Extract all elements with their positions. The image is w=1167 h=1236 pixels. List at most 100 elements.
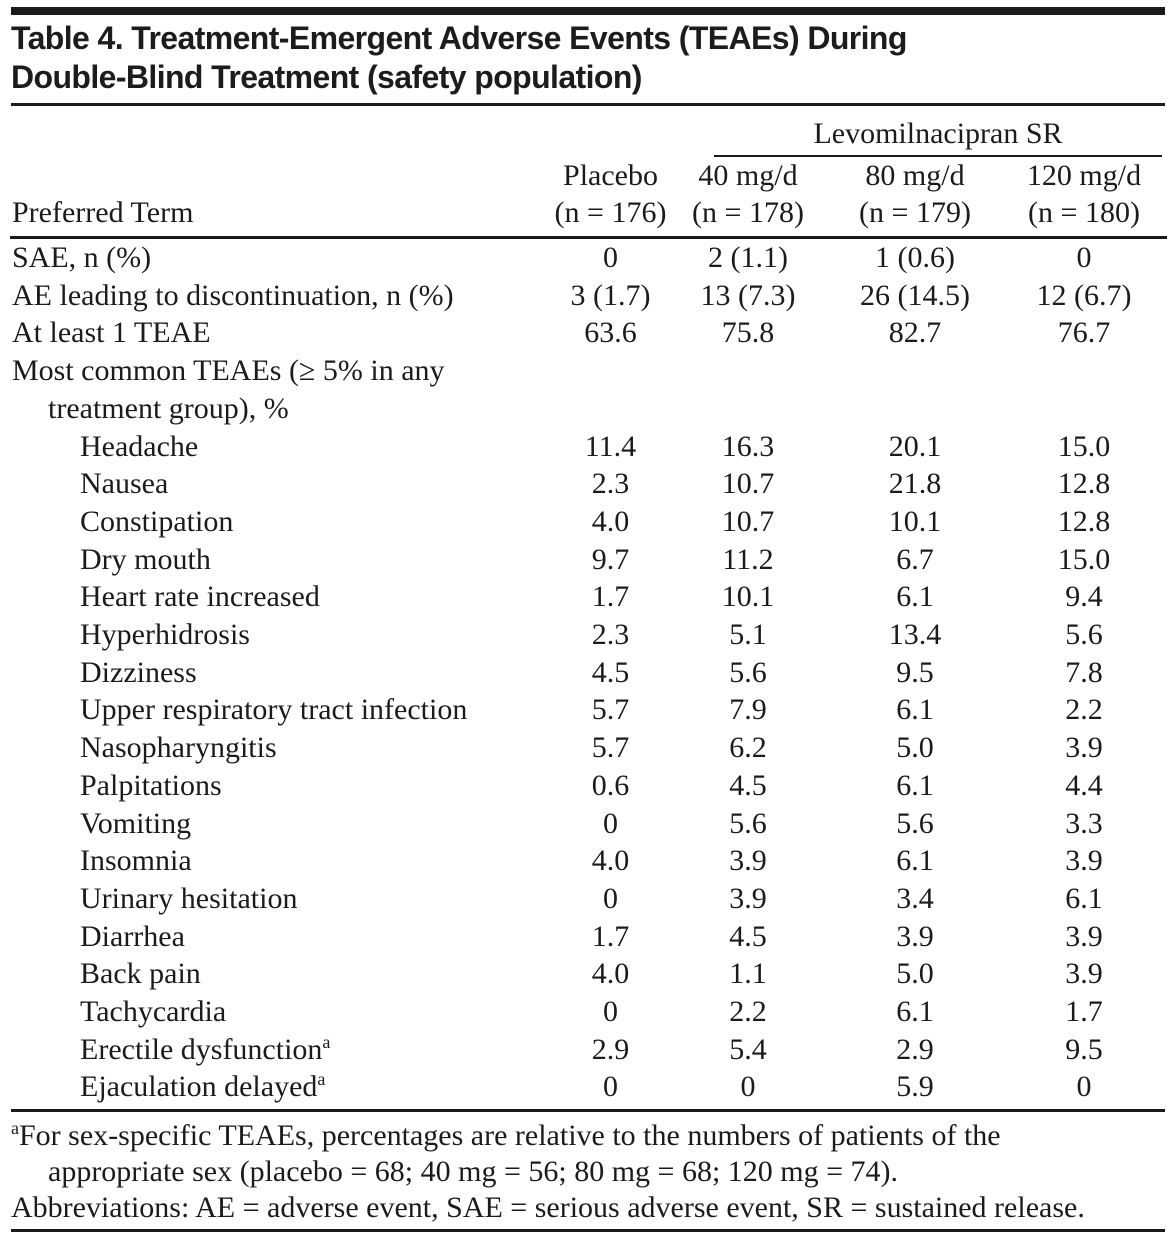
value-cell — [554, 352, 667, 427]
table-row: Vomiting 0 5.6 5.6 3.3 — [10, 805, 1167, 843]
value-cell: 7.9 — [729, 693, 767, 727]
teae-table: Levomilnacipran SR Placebo 40 mg/d 80 mg… — [10, 113, 1167, 1106]
row-label-text: Constipation — [80, 504, 234, 538]
value-cell: 12.8 — [1057, 504, 1111, 538]
abbreviations-line: Abbreviations: AE = adverse event, SAE =… — [11, 1191, 1085, 1225]
footnote-a-line-1: aFor sex-specific TEAEs, percentages are… — [11, 1118, 1165, 1154]
row-label-continued: treatment group), % — [48, 391, 289, 425]
value-cell: 4.5 — [729, 768, 767, 802]
value-cell: 1 (0.6) — [875, 241, 955, 274]
value-cell: 3.4 — [896, 881, 934, 915]
value-cell: 4.5 — [729, 919, 767, 953]
value-cell: 2.9 — [591, 1032, 630, 1066]
row-label: Dry mouth — [10, 541, 554, 579]
row-label: Diarrhea — [10, 918, 554, 956]
table-row: Dry mouth 9.7 11.2 6.7 15.0 — [10, 541, 1167, 579]
column-n-placebo: (n = 176) — [554, 194, 667, 239]
table-row: Palpitations 0.6 4.5 6.1 4.4 — [10, 767, 1167, 805]
row-label: Insomnia — [10, 842, 554, 880]
row-label-text: Vomiting — [80, 806, 192, 840]
value-cell — [667, 352, 829, 427]
value-cell: 10.1 — [721, 580, 775, 614]
table-header: Levomilnacipran SR Placebo 40 mg/d 80 mg… — [10, 113, 1167, 239]
table-row: Dizziness 4.5 5.6 9.5 7.8 — [10, 654, 1167, 692]
value-cell: 2.9 — [896, 1032, 934, 1066]
value-cell: 2.3 — [591, 467, 630, 501]
row-label-text: Back pain — [80, 957, 201, 991]
value-cell: 3.3 — [1065, 806, 1103, 840]
row-label-text: At least 1 TEAE — [12, 316, 211, 350]
value-cell: 3 (1.7) — [570, 278, 651, 312]
footnote-marker: a — [317, 1069, 326, 1090]
value-cell: 5.7 — [591, 693, 630, 727]
value-cell: 9.5 — [1065, 1032, 1103, 1066]
table-row: Erectile dysfunctiona 2.9 5.4 2.9 9.5 — [10, 1031, 1167, 1069]
value-cell: 5.7 — [591, 731, 630, 765]
value-cell: 4.0 — [591, 844, 630, 878]
value-cell: 0 — [603, 241, 618, 274]
row-label-text: Upper respiratory tract infection — [80, 693, 468, 727]
row-label: AE leading to discontinuation, n (%) — [10, 277, 554, 315]
value-cell: 4.4 — [1065, 768, 1103, 802]
value-cell: 6.1 — [896, 768, 934, 802]
row-label-text: Dizziness — [80, 655, 197, 689]
value-cell: 76.7 — [1057, 316, 1111, 350]
value-cell: 9.7 — [591, 542, 630, 576]
value-cell: 6.1 — [1065, 881, 1103, 915]
value-cell: 15.0 — [1057, 542, 1111, 576]
value-cell: 0 — [1076, 1070, 1092, 1104]
value-cell: 9.4 — [1065, 580, 1103, 614]
row-label: Dizziness — [10, 654, 554, 692]
row-label: Headache — [10, 428, 554, 466]
value-cell — [1001, 352, 1167, 427]
row-label-text: SAE, n (%) — [12, 241, 152, 274]
value-cell: 10.7 — [721, 504, 775, 538]
value-cell: 5.6 — [1065, 618, 1103, 652]
table-row: Heart rate increased 1.7 10.1 6.1 9.4 — [10, 578, 1167, 616]
column-label-80mg: 80 mg/d — [865, 159, 965, 192]
drug-group-label: Levomilnacipran SR — [714, 115, 1162, 157]
row-label-text: AE leading to discontinuation, n (%) — [12, 278, 454, 312]
table-row: Back pain 4.0 1.1 5.0 3.9 — [10, 955, 1167, 993]
row-label: SAE, n (%) — [10, 238, 554, 277]
value-cell: 2.2 — [729, 995, 767, 1029]
row-label: Heart rate increased — [10, 578, 554, 616]
row-label-text: Tachycardia — [80, 995, 227, 1029]
row-label: Vomiting — [10, 805, 554, 843]
value-cell: 2.3 — [591, 618, 630, 652]
group-header-cell: Levomilnacipran SR — [667, 113, 1167, 157]
value-cell: 5.0 — [896, 957, 934, 991]
row-label-text: Most common TEAEs (≥ 5% in any — [12, 354, 445, 388]
footnote-a-text: For sex-specific TEAEs, percentages are … — [19, 1119, 1001, 1153]
row-label: Constipation — [10, 503, 554, 541]
row-label: At least 1 TEAE — [10, 314, 554, 352]
column-n-40mg: (n = 178) — [667, 194, 829, 239]
value-cell: 2 (1.1) — [708, 241, 788, 274]
value-cell: 0.6 — [591, 768, 630, 802]
value-cell: 1.7 — [591, 919, 630, 953]
table-row: Headache 11.4 16.3 20.1 15.0 — [10, 428, 1167, 466]
column-label-row: Placebo 40 mg/d 80 mg/d 120 mg/d — [10, 157, 1167, 194]
table-title-line-1: Table 4. Treatment-Emergent Adverse Even… — [11, 20, 907, 56]
value-cell: 5.4 — [729, 1032, 767, 1066]
value-cell: 12 (6.7) — [1036, 278, 1132, 312]
row-label: Nasopharyngitis — [10, 729, 554, 767]
table-row: Constipation 4.0 10.7 10.1 12.8 — [10, 503, 1167, 541]
row-label-text: Nausea — [80, 467, 169, 501]
title-divider-rule — [11, 103, 1165, 106]
row-label: Upper respiratory tract infection — [10, 691, 554, 729]
footnote-a-marker: a — [11, 1118, 19, 1139]
value-cell: 3.9 — [729, 844, 767, 878]
table-row: Tachycardia 0 2.2 6.1 1.7 — [10, 993, 1167, 1031]
table-row: Most common TEAEs (≥ 5% in any treatment … — [10, 352, 1167, 427]
value-cell: 11.2 — [722, 542, 774, 576]
value-cell: 12.8 — [1057, 467, 1111, 501]
value-cell: 1.7 — [591, 580, 630, 614]
row-label-text: Diarrhea — [80, 919, 185, 953]
table-row: Hyperhidrosis 2.3 5.1 13.4 5.6 — [10, 616, 1167, 654]
value-cell: 3.9 — [1065, 731, 1103, 765]
column-label-40mg: 40 mg/d — [698, 159, 798, 192]
row-label-text: Palpitations — [80, 768, 222, 802]
value-cell: 3.9 — [1065, 957, 1103, 991]
value-cell: 5.0 — [896, 731, 934, 765]
